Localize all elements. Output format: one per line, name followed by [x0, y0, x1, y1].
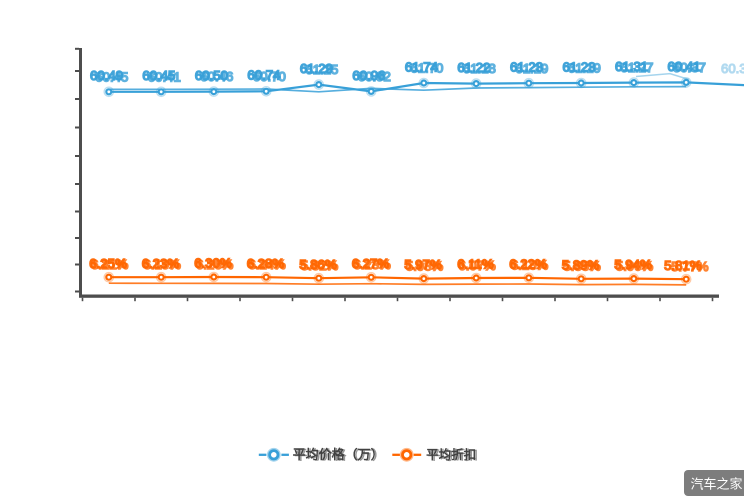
svg-text:6.25%: 6.25% — [89, 256, 127, 271]
svg-text:60.37: 60.37 — [673, 60, 706, 75]
svg-text:6.24%: 6.24% — [248, 257, 286, 272]
svg-text:5.93%: 5.93% — [406, 258, 444, 273]
svg-text:5.97%: 5.97% — [404, 257, 442, 272]
svg-text:61.27: 61.27 — [620, 60, 653, 75]
svg-text:5.82%: 5.82% — [301, 258, 339, 273]
svg-text:60.49: 60.49 — [90, 68, 123, 83]
svg-text:61.19: 61.19 — [515, 61, 548, 76]
svg-text:61.74: 61.74 — [405, 59, 438, 74]
svg-text:6.27%: 6.27% — [352, 256, 390, 271]
svg-text:61.29: 61.29 — [300, 61, 333, 76]
svg-text:60.70: 60.70 — [253, 69, 286, 84]
svg-text:5.77%: 5.77% — [671, 259, 709, 274]
svg-text:61.25: 61.25 — [305, 62, 338, 77]
svg-text:6.23%: 6.23% — [353, 257, 391, 272]
svg-text:60.45: 60.45 — [142, 68, 175, 83]
svg-text:6.22%: 6.22% — [509, 256, 547, 271]
svg-text:5.81%: 5.81% — [664, 258, 702, 273]
svg-text:平均折扣: 平均折扣 — [426, 447, 476, 462]
svg-text:60.41: 60.41 — [667, 59, 700, 74]
svg-text:6.23%: 6.23% — [142, 256, 180, 271]
svg-text:61.23: 61.23 — [510, 60, 543, 75]
svg-text:6.26%: 6.26% — [196, 257, 234, 272]
svg-text:61.19: 61.19 — [568, 61, 601, 76]
svg-text:6.18%: 6.18% — [511, 258, 549, 273]
svg-text:60.46: 60.46 — [200, 69, 233, 84]
svg-text:平均折扣: 平均折扣 — [428, 448, 478, 463]
svg-text:5.89%: 5.89% — [562, 257, 600, 272]
svg-text:6.19%: 6.19% — [143, 257, 181, 272]
svg-text:6.30%: 6.30% — [194, 256, 232, 271]
svg-text:60.50: 60.50 — [195, 68, 228, 83]
svg-text:61.23: 61.23 — [562, 59, 595, 74]
svg-text:6.28%: 6.28% — [247, 256, 285, 271]
svg-text:平均价格（万）: 平均价格（万） — [293, 447, 384, 462]
svg-text:60.45: 60.45 — [95, 69, 128, 84]
svg-text:61.31: 61.31 — [615, 59, 648, 74]
svg-text:61.18: 61.18 — [463, 61, 496, 76]
svg-text:汽车之家: 汽车之家 — [691, 477, 743, 492]
svg-text:60.96: 60.96 — [352, 68, 385, 83]
svg-text:60.74: 60.74 — [247, 68, 280, 83]
svg-text:5.86%: 5.86% — [299, 257, 337, 272]
svg-text:60.38: 60.38 — [721, 61, 744, 76]
svg-text:5.85%: 5.85% — [563, 259, 601, 274]
svg-text:61.70: 61.70 — [410, 61, 443, 76]
svg-text:60.92: 60.92 — [358, 69, 391, 84]
svg-text:平均价格（万）: 平均价格（万） — [294, 448, 385, 463]
svg-text:6.07%: 6.07% — [458, 258, 496, 273]
svg-text:6.11%: 6.11% — [457, 257, 494, 272]
svg-text:60.41: 60.41 — [148, 69, 181, 84]
svg-text:5.94%: 5.94% — [614, 257, 652, 272]
svg-text:5.90%: 5.90% — [616, 258, 654, 273]
svg-text:61.22: 61.22 — [457, 60, 490, 75]
svg-text:6.21%: 6.21% — [91, 257, 129, 272]
